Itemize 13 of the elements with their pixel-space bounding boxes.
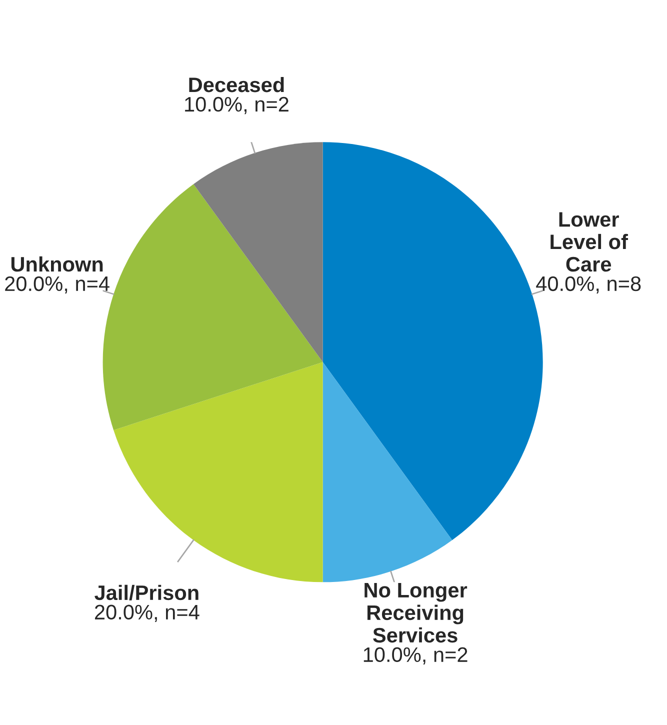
slice-label: Jail/Prison	[94, 584, 198, 600]
data-label: 40.0%, n=8	[536, 276, 641, 294]
data-label: 10.0%, n=2	[364, 647, 468, 665]
pie-slice	[114, 362, 323, 582]
pie-slice	[193, 142, 323, 362]
pie-slice	[322, 362, 452, 582]
slice-label: Deceased	[189, 76, 284, 92]
slice-label: Unknown	[11, 256, 103, 272]
data-label: 10.0%, n=2	[185, 96, 288, 114]
slice-label: No Longer Receiving Services	[364, 583, 468, 643]
data-label: 20.0%, n=4	[94, 604, 200, 622]
slice-label: Lower Level of Care	[550, 212, 628, 272]
data-label: 20.0%, n=4	[5, 276, 110, 294]
